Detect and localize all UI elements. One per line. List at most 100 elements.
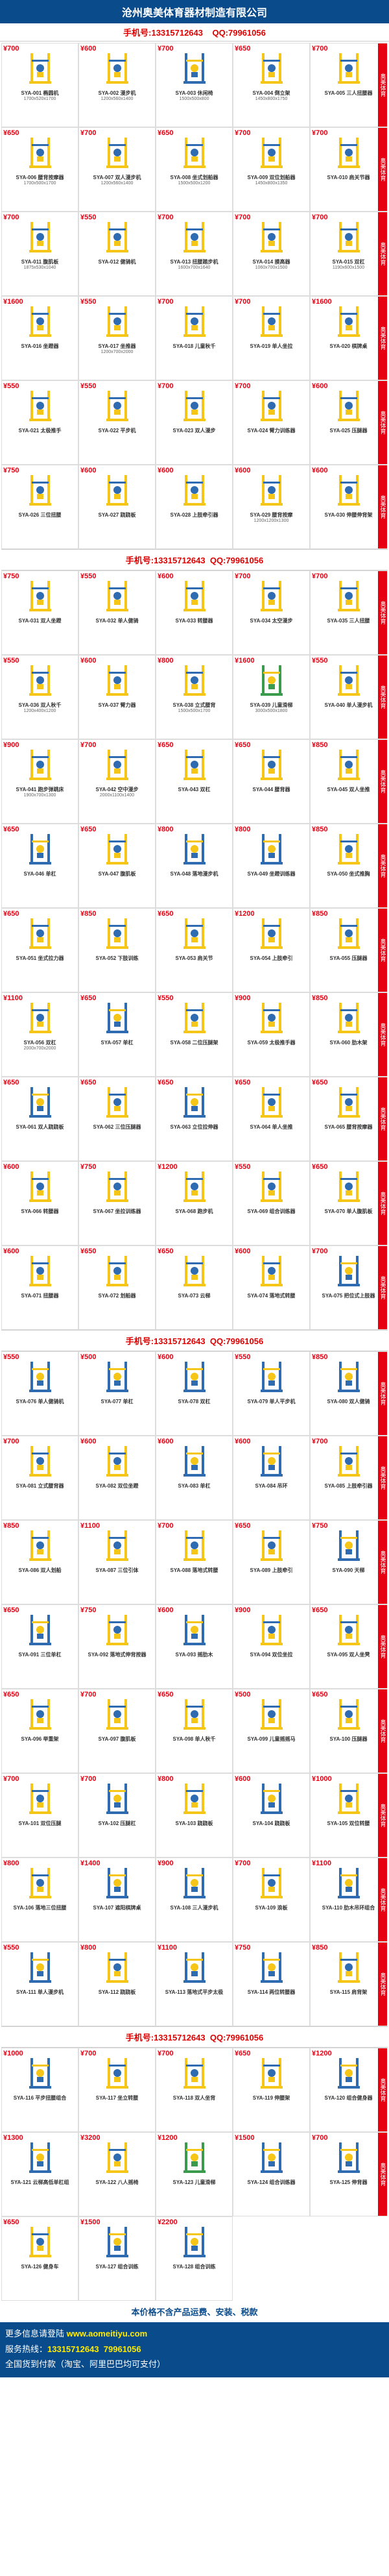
product-cell[interactable]: ¥600 SYA-084 吊环 <box>233 1436 310 1520</box>
product-cell[interactable]: ¥650 SYA-063 立位拉伸器 <box>156 1077 233 1161</box>
product-cell[interactable]: ¥700 SYA-101 双位压腿 <box>1 1773 78 1858</box>
product-cell[interactable]: ¥650 SYA-004 倒立架 1450x800x1750 <box>233 43 310 127</box>
product-cell[interactable]: ¥650 SYA-073 云梯 <box>156 1245 233 1330</box>
product-cell[interactable]: ¥650 SYA-047 腹肌板 <box>78 824 156 908</box>
product-cell[interactable]: ¥700 SYA-014 摸高器 1060x700x1500 <box>233 212 310 296</box>
product-cell[interactable]: ¥550 SYA-076 单人健骑机 <box>1 1351 78 1436</box>
product-cell[interactable]: ¥900 SYA-094 双位坐拉 <box>233 1604 310 1689</box>
product-cell[interactable]: ¥650 SYA-119 伸腰架 <box>233 2048 310 2132</box>
product-cell[interactable]: ¥600 SYA-104 跷跷板 <box>233 1773 310 1858</box>
product-cell[interactable]: ¥1300 SYA-121 云梯高低单杠组 <box>1 2132 78 2216</box>
product-cell[interactable]: ¥800 SYA-048 落地漫步机 <box>156 824 233 908</box>
product-cell[interactable]: ¥700 SYA-081 立式腰背器 <box>1 1436 78 1520</box>
product-cell[interactable]: ¥600 SYA-037 臂力器 <box>78 655 156 739</box>
product-cell[interactable]: ¥700 SYA-007 双人漫步机 1200x560x1400 <box>78 127 156 212</box>
product-cell[interactable]: 奥美体育 ¥600 SYA-025 压腿器 <box>310 380 387 465</box>
product-cell[interactable]: ¥600 SYA-093 摇肋木 <box>156 1604 233 1689</box>
product-cell[interactable]: 奥美体育 ¥700 SYA-085 上肢牵引器 <box>310 1436 387 1520</box>
product-cell[interactable]: ¥550 SYA-069 组合训练器 <box>233 1161 310 1245</box>
product-cell[interactable]: ¥1600 SYA-016 坐蹬器 <box>1 296 78 380</box>
product-cell[interactable]: ¥600 SYA-074 落地式转腰 <box>233 1245 310 1330</box>
product-cell[interactable]: 奥美体育 ¥850 SYA-045 双人坐推 <box>310 739 387 824</box>
product-cell[interactable]: ¥700 SYA-023 双人漫步 <box>156 380 233 465</box>
product-cell[interactable]: ¥550 SYA-032 单人健骑 <box>78 570 156 655</box>
product-cell[interactable]: 奥美体育 ¥1600 SYA-020 棋牌桌 <box>310 296 387 380</box>
product-cell[interactable]: ¥600 SYA-066 转腰器 <box>1 1161 78 1245</box>
product-cell[interactable]: ¥650 SYA-043 双杠 <box>156 739 233 824</box>
product-cell[interactable]: ¥900 SYA-041 跑步弹跳床 1900x700x1300 <box>1 739 78 824</box>
product-cell[interactable]: ¥850 SYA-086 双人划船 <box>1 1520 78 1604</box>
product-cell[interactable]: ¥600 SYA-078 双杠 <box>156 1351 233 1436</box>
product-cell[interactable]: ¥1100 SYA-056 双杠 2000x700x2000 <box>1 992 78 1077</box>
product-cell[interactable]: ¥550 SYA-036 双人秋千 1200x400x1200 <box>1 655 78 739</box>
product-cell[interactable]: ¥3200 SYA-122 八人摇椅 <box>78 2132 156 2216</box>
product-cell[interactable]: ¥650 SYA-061 双人跷跷板 <box>1 1077 78 1161</box>
product-cell[interactable]: ¥700 SYA-097 腹肌板 <box>78 1689 156 1773</box>
product-cell[interactable]: 奥美体育 ¥700 SYA-005 三人扭腰器 <box>310 43 387 127</box>
product-cell[interactable]: 奥美体育 ¥650 SYA-065 腰背按摩器 <box>310 1077 387 1161</box>
product-cell[interactable]: ¥650 SYA-044 腰背器 <box>233 739 310 824</box>
product-cell[interactable]: ¥700 SYA-018 儿童秋千 <box>156 296 233 380</box>
product-cell[interactable]: 奥美体育 ¥750 SYA-090 天梯 <box>310 1520 387 1604</box>
product-cell[interactable]: ¥900 SYA-108 三人漫步机 <box>156 1858 233 1942</box>
product-cell[interactable]: ¥650 SYA-051 坐式拉力器 <box>1 908 78 992</box>
product-cell[interactable]: 奥美体育 ¥850 SYA-050 坐式推胸 <box>310 824 387 908</box>
product-cell[interactable]: ¥1500 SYA-124 组合训练器 <box>233 2132 310 2216</box>
product-cell[interactable]: ¥700 SYA-118 双人坐背 <box>156 2048 233 2132</box>
product-cell[interactable]: ¥1100 SYA-113 落地式平步太极 <box>156 1942 233 2026</box>
product-cell[interactable]: ¥650 SYA-053 肩关节 <box>156 908 233 992</box>
product-cell[interactable]: ¥1600 SYA-039 儿童滑梯 3000x500x1800 <box>233 655 310 739</box>
product-cell[interactable]: 奥美体育 ¥650 SYA-100 压腿器 <box>310 1689 387 1773</box>
product-cell[interactable]: ¥1200 SYA-123 儿童滑梯 <box>156 2132 233 2216</box>
product-cell[interactable]: ¥650 SYA-064 单人坐推 <box>233 1077 310 1161</box>
product-cell[interactable]: ¥2200 SYA-128 组合训练 <box>156 2216 233 2301</box>
product-cell[interactable]: 奥美体育 ¥1100 SYA-110 肋木吊环组合 <box>310 1858 387 1942</box>
product-cell[interactable]: ¥750 SYA-067 坐拉训练器 <box>78 1161 156 1245</box>
product-cell[interactable]: ¥900 SYA-059 太极推手器 <box>233 992 310 1077</box>
product-cell[interactable]: ¥1400 SYA-107 遮阳棋牌桌 <box>78 1858 156 1942</box>
product-cell[interactable]: 奥美体育 ¥700 SYA-010 肩关节器 <box>310 127 387 212</box>
product-cell[interactable]: ¥850 SYA-052 下肢训练 <box>78 908 156 992</box>
product-cell[interactable]: ¥650 SYA-057 单杠 <box>78 992 156 1077</box>
product-cell[interactable]: 奥美体育 ¥850 SYA-080 双人健骑 <box>310 1351 387 1436</box>
product-cell[interactable]: 奥美体育 ¥850 SYA-060 肋木架 <box>310 992 387 1077</box>
product-cell[interactable]: ¥550 SYA-079 单人平步机 <box>233 1351 310 1436</box>
product-cell[interactable]: ¥600 SYA-027 跷跷板 <box>78 465 156 549</box>
product-cell[interactable]: ¥500 SYA-099 儿童摇摇马 <box>233 1689 310 1773</box>
product-cell[interactable]: 奥美体育 ¥600 SYA-030 伸腰伸背架 <box>310 465 387 549</box>
product-cell[interactable]: ¥650 SYA-062 三位压腿器 <box>78 1077 156 1161</box>
product-cell[interactable]: ¥650 SYA-008 坐式划船器 1500x500x1200 <box>156 127 233 212</box>
product-cell[interactable]: 奥美体育 ¥650 SYA-070 单人腹肌板 <box>310 1161 387 1245</box>
product-cell[interactable]: ¥700 SYA-024 臂力训练器 <box>233 380 310 465</box>
product-cell[interactable]: ¥700 SYA-109 浪板 <box>233 1858 310 1942</box>
product-cell[interactable]: ¥550 SYA-017 坐推器 1200x700x2000 <box>78 296 156 380</box>
product-cell[interactable]: 奥美体育 ¥550 SYA-040 单人漫步机 <box>310 655 387 739</box>
product-cell[interactable]: 奥美体育 ¥700 SYA-075 把位式上肢器 <box>310 1245 387 1330</box>
product-cell[interactable]: ¥600 SYA-002 漫步机 1200x560x1400 <box>78 43 156 127</box>
product-cell[interactable]: ¥700 SYA-011 腹肌板 1875x530x1040 <box>1 212 78 296</box>
product-cell[interactable]: ¥600 SYA-028 上肢牵引器 <box>156 465 233 549</box>
product-cell[interactable]: ¥800 SYA-112 跷跷板 <box>78 1942 156 2026</box>
product-cell[interactable]: ¥550 SYA-012 健骑机 <box>78 212 156 296</box>
product-cell[interactable]: ¥650 SYA-072 划船器 <box>78 1245 156 1330</box>
product-cell[interactable]: 奥美体育 ¥1000 SYA-105 双位转腰 <box>310 1773 387 1858</box>
product-cell[interactable]: 奥美体育 ¥700 SYA-015 双杠 1190x600x1500 <box>310 212 387 296</box>
product-cell[interactable]: ¥550 SYA-058 二位压腿架 <box>156 992 233 1077</box>
product-cell[interactable]: ¥700 SYA-003 休闲椅 1500x500x800 <box>156 43 233 127</box>
product-cell[interactable]: ¥600 SYA-071 扭腰器 <box>1 1245 78 1330</box>
product-cell[interactable]: ¥600 SYA-082 双位坐蹬 <box>78 1436 156 1520</box>
product-cell[interactable]: ¥1100 SYA-087 三位引体 <box>78 1520 156 1604</box>
product-cell[interactable]: ¥750 SYA-092 落地式伸背按器 <box>78 1604 156 1689</box>
product-cell[interactable]: 奥美体育 ¥700 SYA-035 三人扭腰 <box>310 570 387 655</box>
product-cell[interactable]: ¥1200 SYA-054 上肢牵引 <box>233 908 310 992</box>
product-cell[interactable]: ¥650 SYA-006 腰背按摩器 1700x500x1700 <box>1 127 78 212</box>
product-cell[interactable]: 奥美体育 ¥850 SYA-055 压腿器 <box>310 908 387 992</box>
product-cell[interactable]: ¥650 SYA-098 单人秋千 <box>156 1689 233 1773</box>
product-cell[interactable]: 奥美体育 ¥1200 SYA-120 组合健身器 <box>310 2048 387 2132</box>
product-cell[interactable]: ¥750 SYA-026 三位扭腰 <box>1 465 78 549</box>
product-cell[interactable]: ¥650 SYA-046 单杠 <box>1 824 78 908</box>
product-cell[interactable]: ¥750 SYA-114 两位转腰器 <box>233 1942 310 2026</box>
product-cell[interactable]: ¥700 SYA-019 单人坐拉 <box>233 296 310 380</box>
product-cell[interactable]: ¥700 SYA-001 椭圆机 1700x520x1700 <box>1 43 78 127</box>
product-cell[interactable]: ¥550 SYA-111 单人漫步机 <box>1 1942 78 2026</box>
